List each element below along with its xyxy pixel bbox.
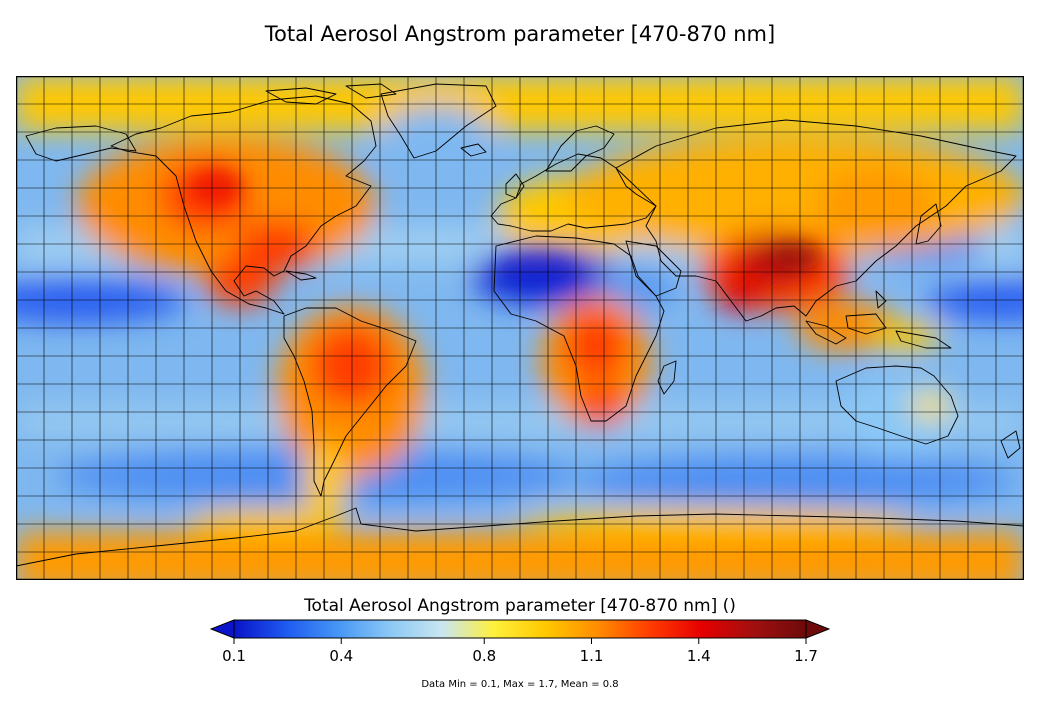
map-canvas bbox=[16, 76, 1024, 580]
colorbar-tick-label: 0.4 bbox=[329, 647, 354, 665]
colorbar-title: Total Aerosol Angstrom parameter [470-87… bbox=[304, 596, 736, 616]
coastlines bbox=[16, 83, 1024, 567]
colorbar-tick-label: 0.8 bbox=[472, 647, 497, 665]
world-map bbox=[16, 76, 1024, 580]
colorbar-extend-high bbox=[805, 619, 830, 639]
colorbar-ticks bbox=[233, 638, 807, 644]
data-stats: Data Min = 0.1, Max = 1.7, Mean = 0.8 bbox=[421, 679, 619, 690]
graticule bbox=[16, 76, 1024, 580]
colorbar-tick-label: 1.7 bbox=[794, 647, 818, 665]
colorbar-tick-label: 1.1 bbox=[579, 647, 604, 665]
colorbar-extend-low bbox=[210, 619, 235, 639]
colorbar bbox=[210, 619, 830, 644]
colorbar-tick-label: 1.4 bbox=[686, 647, 711, 665]
colorbar-tick-label: 0.1 bbox=[222, 647, 246, 665]
map-frame bbox=[16, 76, 1024, 580]
colorbar-gradient bbox=[233, 619, 807, 639]
chart-title: Total Aerosol Angstrom parameter [470-87… bbox=[264, 22, 776, 46]
